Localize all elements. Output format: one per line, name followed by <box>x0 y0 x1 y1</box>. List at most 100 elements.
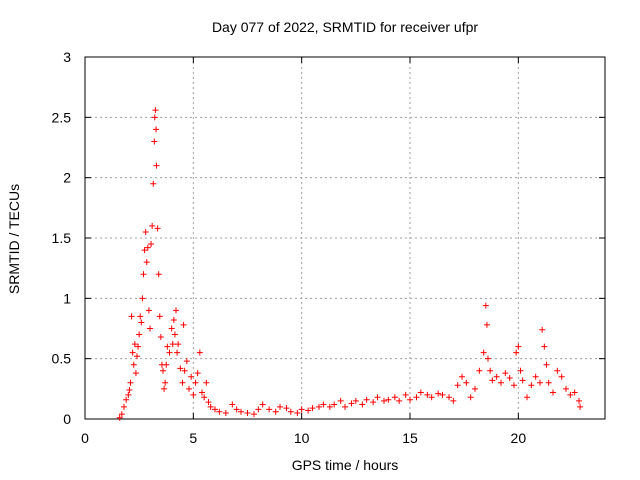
data-point <box>183 358 190 365</box>
y-tick-label: 0.5 <box>52 351 72 367</box>
data-point <box>342 403 348 410</box>
data-point <box>537 379 543 386</box>
data-point <box>238 408 244 415</box>
x-tick-label: 0 <box>81 430 89 446</box>
data-point <box>489 377 496 384</box>
data-point <box>188 373 195 380</box>
data-point <box>136 331 143 338</box>
data-point <box>402 391 409 398</box>
data-point <box>363 396 370 403</box>
data-point <box>459 373 465 380</box>
data-point <box>577 403 584 410</box>
data-point <box>424 391 431 398</box>
data-point <box>482 302 489 309</box>
data-point <box>233 406 240 413</box>
data-point <box>181 367 188 374</box>
x-tick-label: 5 <box>189 430 197 446</box>
data-point <box>513 349 520 356</box>
data-point <box>305 407 312 414</box>
y-tick-label: 0 <box>63 411 71 427</box>
data-point <box>162 379 169 386</box>
data-point <box>385 396 392 403</box>
y-tick-label: 3 <box>63 49 71 65</box>
data-point <box>483 321 490 328</box>
data-point <box>502 370 509 377</box>
data-point <box>153 162 160 169</box>
data-point <box>266 406 273 413</box>
data-point <box>169 341 176 348</box>
data-point <box>493 373 500 380</box>
data-point <box>476 367 483 374</box>
y-tick-label: 1 <box>63 290 71 306</box>
data-point <box>127 379 134 386</box>
data-point <box>251 411 257 418</box>
data-point <box>142 228 149 235</box>
data-point <box>118 411 125 418</box>
data-point <box>190 391 197 398</box>
data-point <box>216 408 223 415</box>
data-point <box>428 394 435 401</box>
data-point <box>156 313 163 320</box>
data-point <box>524 394 530 401</box>
data-point <box>186 385 192 392</box>
data-point <box>129 349 136 356</box>
data-point <box>539 326 546 333</box>
data-point <box>123 396 130 403</box>
data-point <box>517 367 524 374</box>
data-point <box>563 385 569 392</box>
data-point <box>157 333 164 340</box>
data-point <box>125 391 132 398</box>
grid <box>85 57 605 419</box>
data-points <box>116 107 584 421</box>
data-point <box>407 396 413 403</box>
data-point <box>272 408 279 415</box>
data-point <box>138 319 145 326</box>
data-point <box>199 389 205 396</box>
data-point <box>222 409 229 416</box>
data-point <box>294 409 301 416</box>
data-point <box>487 367 494 374</box>
data-point <box>519 377 526 384</box>
data-point <box>134 353 140 360</box>
data-point <box>150 180 157 187</box>
data-point <box>148 241 155 248</box>
data-point <box>463 379 470 386</box>
data-point <box>175 341 182 348</box>
y-axis-label: SRMTID / TECUs <box>6 184 22 294</box>
data-point <box>259 401 266 408</box>
data-point <box>348 400 355 407</box>
data-point <box>545 379 552 386</box>
y-tick-label: 2.5 <box>52 109 72 125</box>
data-point <box>417 389 424 396</box>
data-point <box>154 225 161 232</box>
data-point <box>152 107 159 114</box>
data-point <box>498 379 504 386</box>
data-point <box>164 343 171 350</box>
data-point <box>171 331 178 338</box>
data-point <box>139 295 146 302</box>
data-point <box>135 343 142 350</box>
data-point <box>151 114 158 121</box>
data-point <box>203 379 210 386</box>
data-point <box>550 389 556 396</box>
data-point <box>567 391 574 398</box>
data-point <box>439 391 446 398</box>
data-point <box>450 397 457 404</box>
data-point <box>145 307 152 314</box>
chart-title: Day 077 of 2022, SRMTID for receiver ufp… <box>212 19 478 35</box>
data-point <box>467 394 474 401</box>
data-point <box>571 389 578 396</box>
data-point <box>316 403 322 410</box>
data-point <box>320 401 327 408</box>
data-point <box>192 379 199 386</box>
data-point <box>480 349 487 356</box>
data-point <box>143 259 150 266</box>
data-point <box>153 126 160 133</box>
data-point <box>137 313 144 320</box>
data-point <box>168 325 175 332</box>
data-point <box>166 349 173 356</box>
data-point <box>177 365 184 372</box>
data-point <box>255 406 262 413</box>
data-point <box>283 405 290 412</box>
